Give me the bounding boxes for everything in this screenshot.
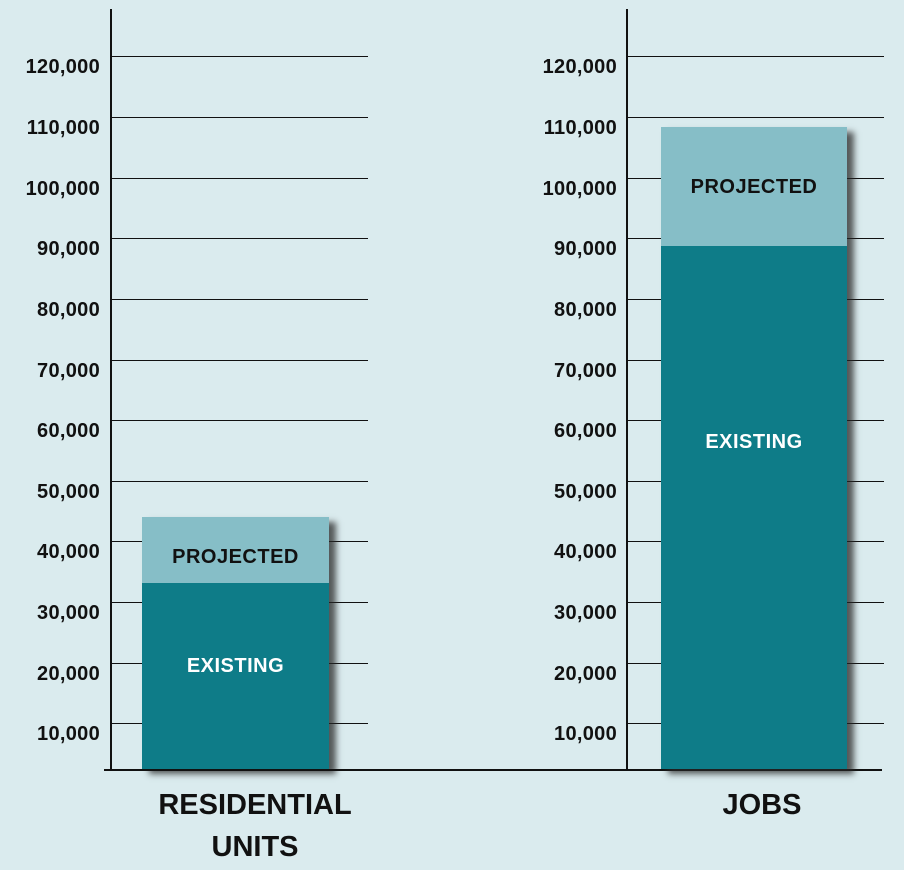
y-tick-label: 50,000 <box>554 481 617 503</box>
gridline <box>110 238 368 240</box>
gridline <box>626 117 884 119</box>
y-tick-label: 10,000 <box>554 723 617 745</box>
y-tick-label: 30,000 <box>554 602 617 624</box>
y-tick-label: 60,000 <box>37 420 100 442</box>
gridline <box>110 178 368 180</box>
y-tick-label: 90,000 <box>37 238 100 260</box>
existing-label: EXISTING <box>705 430 803 453</box>
jobs-bar: PROJECTED EXISTING <box>661 127 847 769</box>
y-tick-label: 110,000 <box>26 117 100 139</box>
category-line: RESIDENTIAL <box>158 789 352 821</box>
jobs-existing-segment: EXISTING <box>661 246 847 769</box>
y-tick-label: 60,000 <box>554 420 617 442</box>
gridline <box>110 420 368 422</box>
gridline <box>110 299 368 301</box>
y-tick-label: 40,000 <box>554 541 617 563</box>
right-y-axis <box>626 9 628 770</box>
existing-label: EXISTING <box>186 654 285 677</box>
gridline <box>110 56 368 58</box>
y-tick-label: 80,000 <box>554 299 617 321</box>
gridline <box>110 481 368 483</box>
y-tick-label: 80,000 <box>37 299 100 321</box>
residential-projected-segment: PROJECTED <box>142 517 329 583</box>
left-y-axis <box>110 9 112 770</box>
category-line: JOBS <box>722 789 802 821</box>
residential-category-label: RESIDENTIAL UNITS <box>130 784 380 868</box>
y-tick-label: 50,000 <box>37 481 100 503</box>
y-tick-label: 90,000 <box>554 238 617 260</box>
y-tick-label: 10,000 <box>37 723 100 745</box>
residential-existing-segment: EXISTING <box>142 583 329 769</box>
projected-label: PROJECTED <box>690 175 818 198</box>
jobs-category-label: JOBS <box>637 784 887 826</box>
projected-label: PROJECTED <box>172 545 299 568</box>
y-tick-label: 120,000 <box>25 56 100 78</box>
y-tick-label: 40,000 <box>37 541 100 563</box>
y-tick-label: 100,000 <box>542 178 617 200</box>
y-tick-label: 30,000 <box>37 602 100 624</box>
gridline <box>626 56 884 58</box>
y-tick-label: 70,000 <box>37 360 100 382</box>
y-tick-label: 100,000 <box>25 178 100 200</box>
gridline <box>110 117 368 119</box>
residential-bar: PROJECTED EXISTING <box>142 517 329 769</box>
y-tick-label: 20,000 <box>37 663 100 685</box>
jobs-projected-segment: PROJECTED <box>661 127 847 246</box>
y-tick-label: 20,000 <box>554 663 617 685</box>
gridline <box>110 360 368 362</box>
category-line: UNITS <box>211 831 299 863</box>
y-tick-label: 120,000 <box>542 56 617 78</box>
y-tick-label: 70,000 <box>554 360 617 382</box>
x-axis-baseline <box>104 769 882 771</box>
y-tick-label: 110,000 <box>543 117 617 139</box>
